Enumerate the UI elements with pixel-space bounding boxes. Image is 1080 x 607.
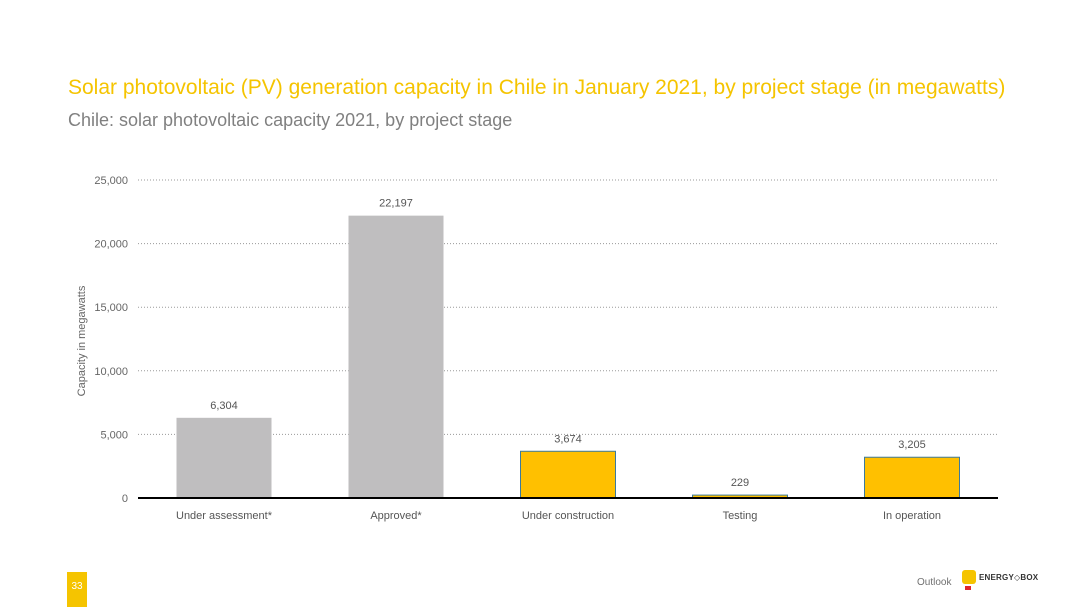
energybox-logo: ENERGY◇BOX	[962, 567, 1039, 590]
y-axis-ticks: 0 5,000 10,000 15,000 20,000 25,000	[94, 175, 128, 505]
bars	[176, 215, 960, 499]
x-tick-label: Testing	[723, 510, 758, 522]
chart-title: Solar photovoltaic (PV) generation capac…	[68, 76, 1006, 99]
data-label: 3,205	[898, 439, 926, 451]
y-tick-label: 25,000	[94, 175, 128, 187]
y-tick-label: 20,000	[94, 239, 128, 251]
logo-text: ENERGY◇BOX	[979, 572, 1039, 582]
data-label: 3,674	[554, 433, 582, 445]
data-label: 22,197	[379, 198, 413, 210]
y-tick-label: 0	[122, 493, 128, 505]
bar	[864, 456, 960, 499]
bar	[520, 450, 616, 499]
x-tick-label: Under construction	[522, 510, 614, 522]
y-tick-label: 15,000	[94, 302, 128, 314]
logo-icon	[962, 570, 976, 590]
chart-subtitle: Chile: solar photovoltaic capacity 2021,…	[68, 110, 513, 130]
x-axis-ticks: Under assessment* Approved* Under construc…	[176, 510, 941, 522]
footer-label: Outlook	[917, 577, 952, 588]
y-tick-label: 5,000	[100, 429, 128, 441]
y-tick-label: 10,000	[94, 366, 128, 378]
data-labels: 6,304 22,197 3,674 229 3,205	[210, 198, 926, 489]
bar	[348, 215, 444, 498]
x-tick-label: In operation	[883, 510, 941, 522]
bar	[176, 417, 272, 498]
y-axis-label: Capacity in megawatts	[76, 285, 88, 396]
data-label: 6,304	[210, 400, 238, 412]
x-tick-label: Under assessment*	[176, 510, 273, 522]
bar-chart: 0 5,000 10,000 15,000 20,000 25,000 6,304 22,1…	[76, 175, 998, 522]
gridlines	[138, 179, 998, 435]
page-number: 33	[67, 572, 87, 607]
data-label: 229	[731, 477, 749, 489]
x-tick-label: Approved*	[370, 510, 422, 522]
